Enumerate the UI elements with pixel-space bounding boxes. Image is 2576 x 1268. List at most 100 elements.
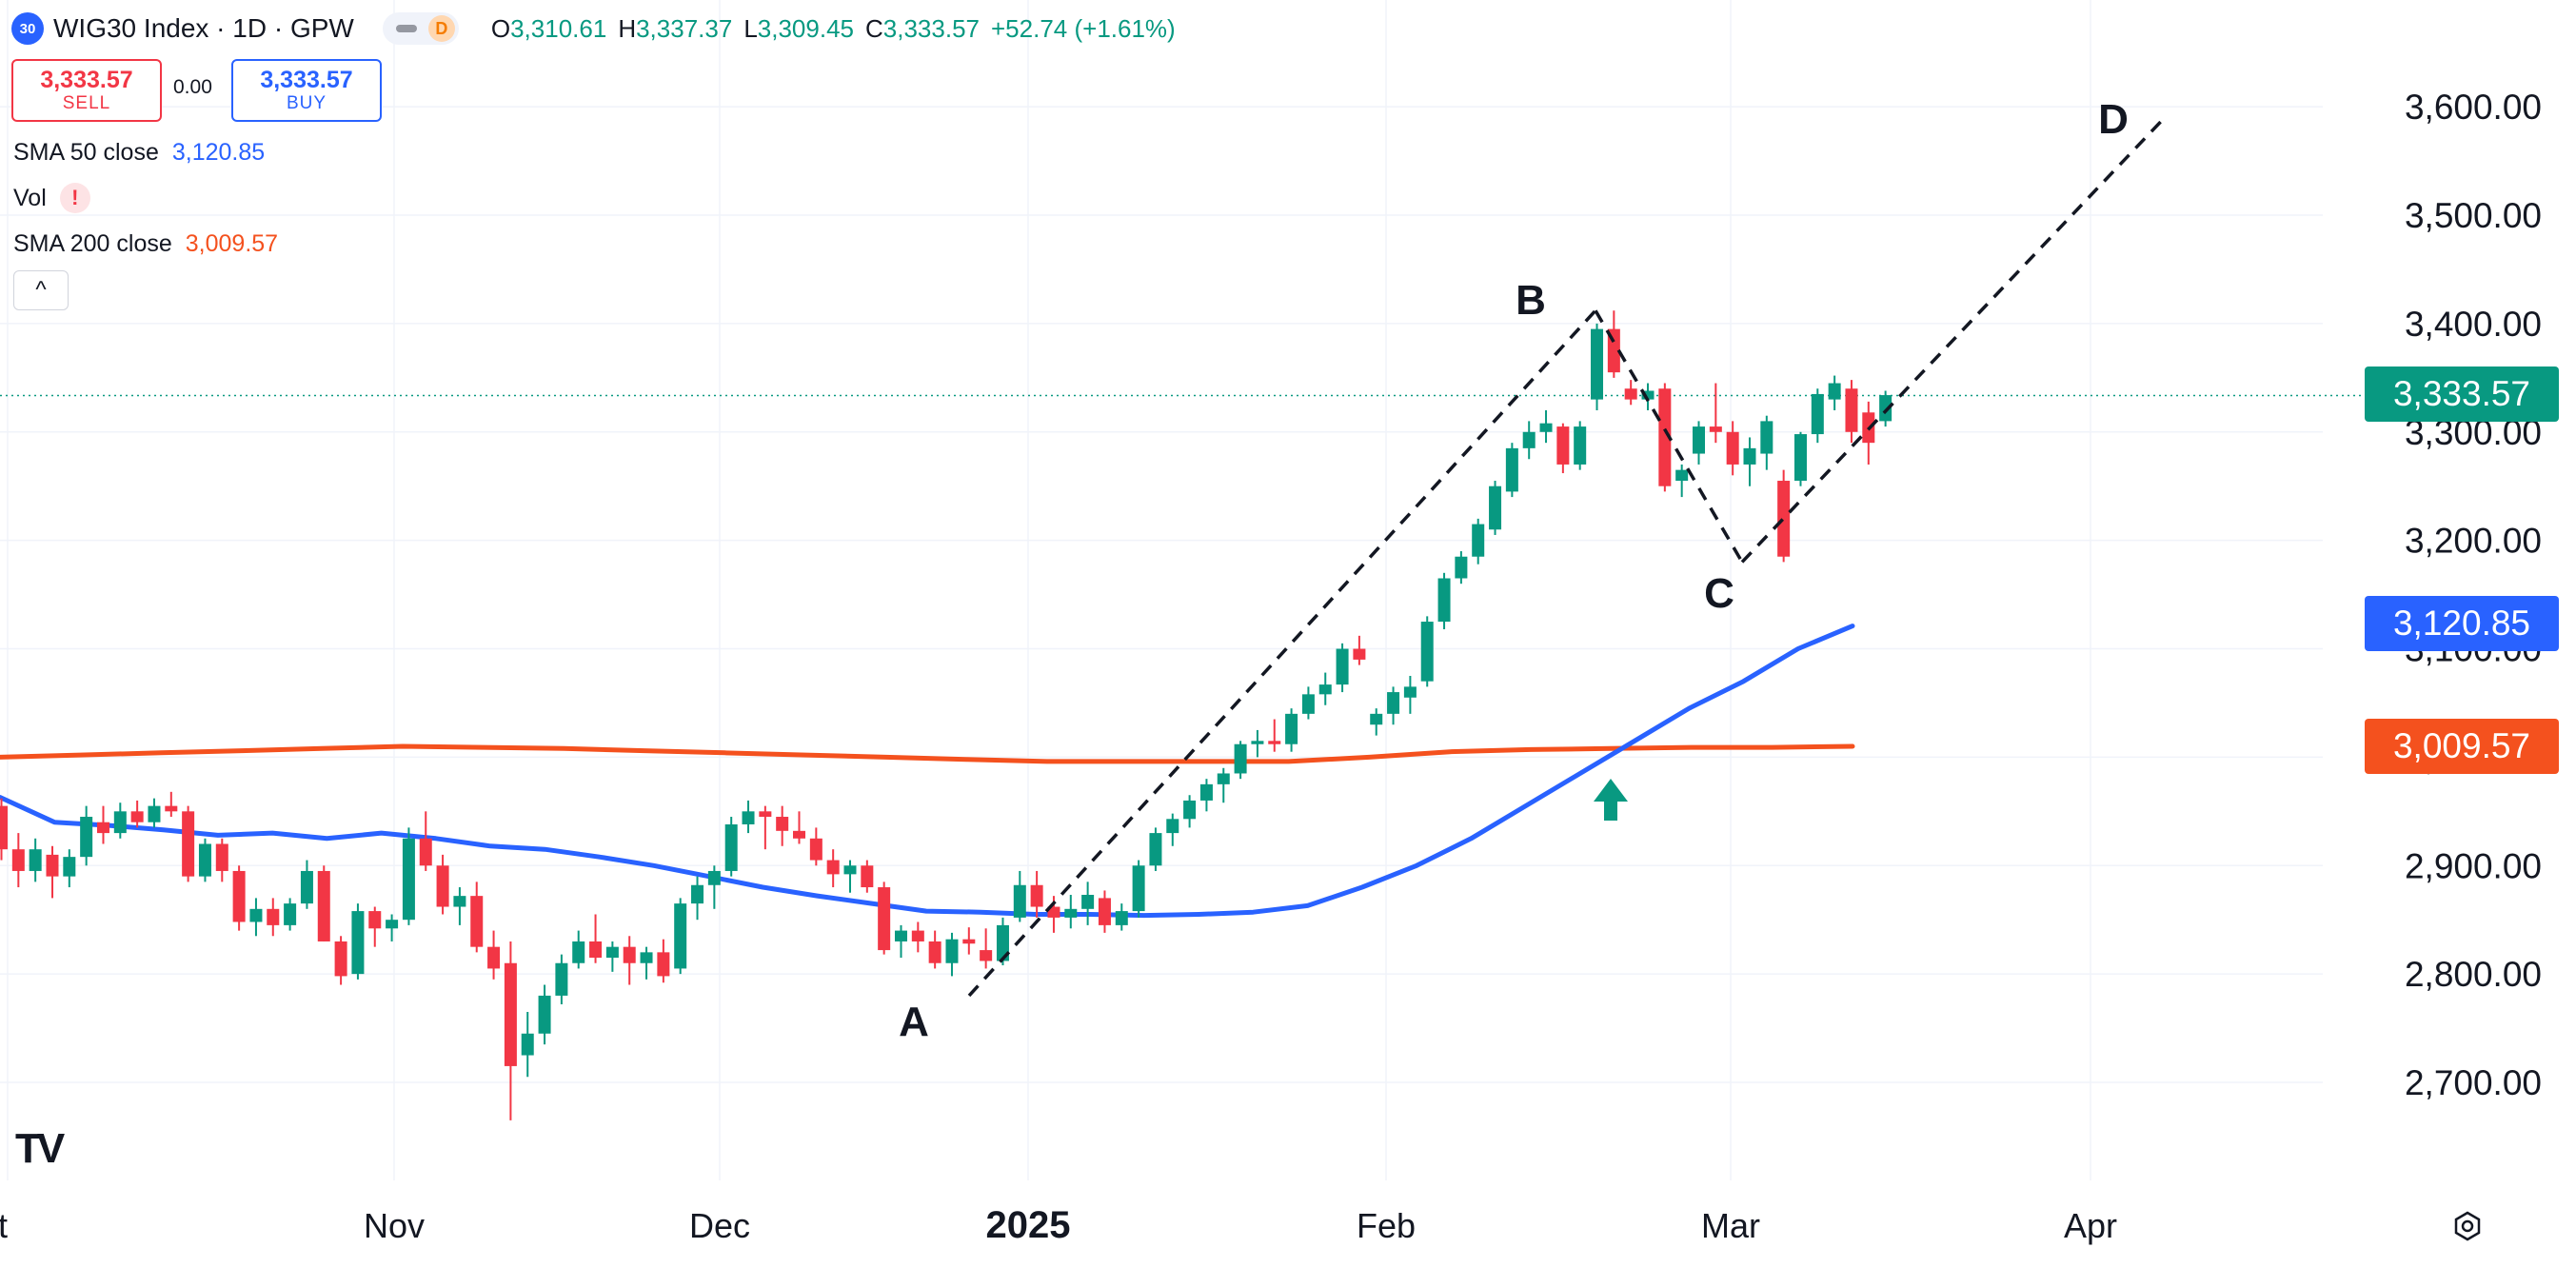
sma50-label: SMA 50 close <box>13 138 159 166</box>
candle-body <box>707 870 721 885</box>
candle-body <box>894 930 907 941</box>
time-axis: ct Nov Dec 2025 Feb Mar Apr <box>0 1204 2117 1246</box>
y-tick-label: 2,700.00 <box>2405 1063 2542 1102</box>
candle-body <box>317 870 330 941</box>
candle-body <box>826 860 840 875</box>
candle-body <box>1760 421 1773 454</box>
candle-body <box>487 946 501 969</box>
candle-body <box>1811 393 1824 435</box>
open-label: O <box>490 13 511 43</box>
high-value: 3,337.37 <box>636 13 733 43</box>
x-tick-label: Mar <box>1701 1206 1760 1245</box>
high-label: H <box>618 13 637 43</box>
candle-body <box>1675 469 1689 482</box>
pattern-labels: A B C D <box>899 96 2129 1045</box>
ohlc-readout: O3,310.61 H3,337.37 L3,309.45 C3,333.57 +52.… <box>491 14 1176 44</box>
candle-body <box>1624 388 1637 400</box>
candle-body <box>1455 556 1468 579</box>
candle-body <box>1268 741 1281 744</box>
candle-body <box>113 811 127 834</box>
candle-body <box>1403 686 1417 698</box>
sell-price: 3,333.57 <box>40 67 133 93</box>
candle-body <box>1420 622 1434 682</box>
tradingview-logo: TV <box>15 1125 65 1172</box>
symbol-title[interactable]: WIG30 Index · 1D · GPW <box>53 13 354 43</box>
candle-body <box>878 887 891 951</box>
candle-body <box>776 817 789 831</box>
legend-volume[interactable]: Vol ! <box>13 182 90 214</box>
candle-body <box>80 817 93 858</box>
collapse-legend-button[interactable]: ^ <box>13 270 69 310</box>
candle-body <box>589 941 603 959</box>
candle-body <box>861 865 874 888</box>
candle-body <box>232 870 246 922</box>
legend-sma200[interactable]: SMA 200 close 3,009.57 <box>13 228 278 260</box>
close-label: C <box>865 13 883 43</box>
candle-body <box>1217 773 1230 784</box>
candle-body <box>1081 895 1095 909</box>
candle-body <box>402 838 415 921</box>
warning-icon[interactable]: ! <box>59 183 90 213</box>
candle-body <box>742 811 755 824</box>
x-tick-label: 2025 <box>986 1204 1071 1246</box>
sell-button[interactable]: 3,333.57 SELL <box>11 59 162 122</box>
legend-sma50[interactable]: SMA 50 close 3,120.85 <box>13 136 265 168</box>
candle-body <box>1641 390 1655 400</box>
x-tick-label: ct <box>0 1206 8 1245</box>
candle-body <box>1522 431 1536 448</box>
candle-body <box>453 896 466 907</box>
candle-body <box>470 896 484 947</box>
candle-body <box>572 941 585 963</box>
interval-pill[interactable]: D <box>382 12 459 45</box>
candle-body <box>11 849 25 871</box>
candle-body <box>1132 865 1145 912</box>
candle-body <box>284 903 297 925</box>
gear-icon[interactable] <box>2450 1209 2485 1243</box>
buy-button[interactable]: 3,333.57 BUY <box>231 59 382 122</box>
chart-grid <box>0 0 2365 1180</box>
abcd-pattern-layer <box>967 114 2169 998</box>
candle-body <box>46 854 59 877</box>
y-tick-label: 3,600.00 <box>2405 88 2542 127</box>
candle-body <box>1489 485 1502 530</box>
pattern-leg-bc <box>1594 309 1744 564</box>
chevron-up-icon: ^ <box>35 277 47 303</box>
x-tick-label: Feb <box>1357 1206 1416 1245</box>
candle-body <box>1574 426 1587 465</box>
symbol-badge[interactable]: 30 <box>11 12 44 45</box>
candle-body <box>300 870 313 904</box>
x-tick-label: Nov <box>364 1206 425 1245</box>
candle-body <box>1115 911 1128 925</box>
candle-body <box>1318 684 1332 695</box>
candle-body <box>1285 713 1298 744</box>
spread-value: 0.00 <box>173 76 212 98</box>
candle-body <box>962 939 976 944</box>
low-label: L <box>743 13 758 43</box>
open-value: 3,310.61 <box>510 13 607 43</box>
candle-body <box>1370 713 1383 725</box>
sma200-value: 3,009.57 <box>185 229 279 257</box>
candle-body <box>1251 741 1264 744</box>
candles-layer <box>0 310 1892 1120</box>
arrow-up-icon <box>1594 779 1628 821</box>
vol-label: Vol <box>13 184 47 211</box>
candle-body <box>1047 906 1060 918</box>
pattern-leg-cd <box>1740 114 2169 564</box>
candle-body <box>691 884 704 904</box>
sma50-line <box>0 624 1855 919</box>
pattern-label-a: A <box>899 999 929 1045</box>
candle-body <box>1591 328 1604 400</box>
sell-label: SELL <box>62 93 111 113</box>
y-tick-label: 3,200.00 <box>2405 522 2542 561</box>
candle-body <box>1064 908 1078 918</box>
candle-body <box>1743 447 1756 465</box>
pattern-label-c: C <box>1704 570 1734 617</box>
x-tick-label: Apr <box>2064 1206 2117 1245</box>
candle-body <box>674 903 687 969</box>
candle-body <box>1505 447 1518 492</box>
candle-body <box>1353 648 1366 660</box>
sma200-price-tag: 3,009.57 <box>2365 719 2559 774</box>
candle-body <box>0 805 8 850</box>
candle-body <box>640 952 653 963</box>
